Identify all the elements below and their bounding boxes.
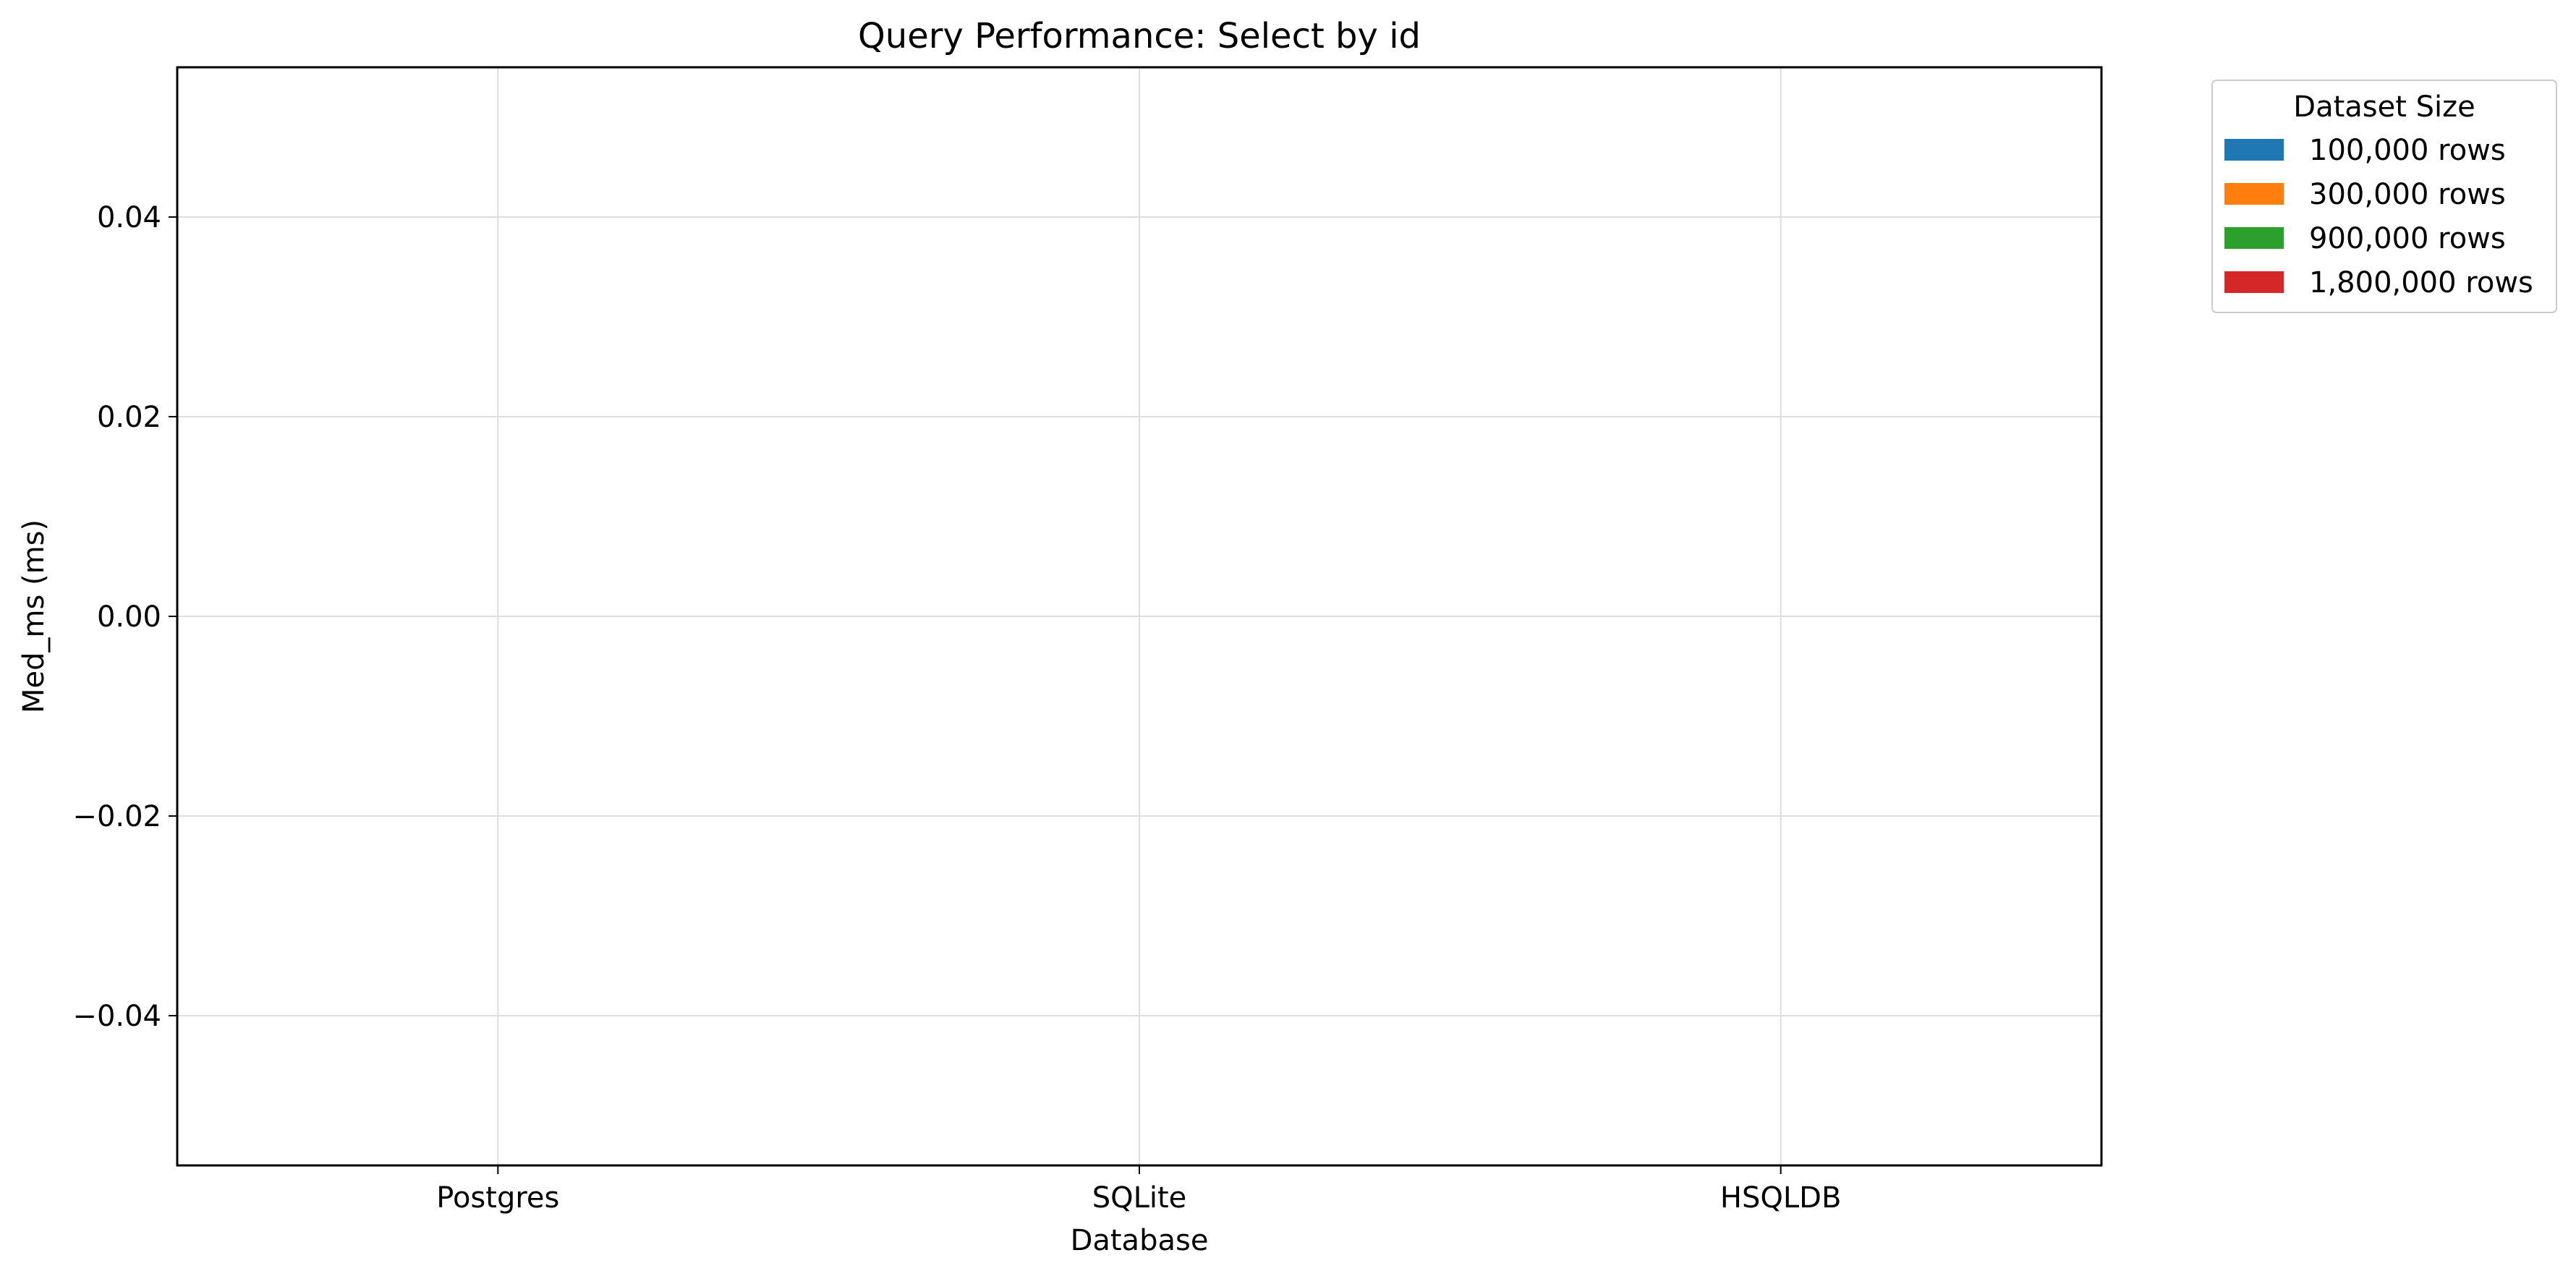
x-tick-label: Postgres xyxy=(436,1181,559,1215)
y-tick-label: 0.00 xyxy=(97,600,161,634)
legend-box xyxy=(2211,80,2557,313)
y-axis-label: Med_ms (ms) xyxy=(17,519,51,713)
legend-label: 300,000 rows xyxy=(2309,178,2506,211)
legend: Dataset Size 100,000 rows 300,000 rows 900… xyxy=(2211,80,2557,313)
chart-title: Query Performance: Select by id xyxy=(858,16,1421,56)
x-axis-label: Database xyxy=(1071,1224,1209,1257)
y-tick-label: 0.04 xyxy=(97,201,161,234)
grid xyxy=(177,67,2101,1165)
legend-swatch xyxy=(2224,227,2284,249)
x-tick-label: SQLite xyxy=(1092,1181,1187,1215)
legend-title: Dataset Size xyxy=(2293,90,2475,124)
y-tick-label: −0.02 xyxy=(72,800,161,833)
x-axis-ticks: Postgres SQLite HSQLDB xyxy=(436,1165,1841,1215)
y-tick-label: 0.02 xyxy=(97,401,161,434)
legend-swatch xyxy=(2224,271,2284,293)
legend-swatch xyxy=(2224,183,2284,205)
legend-items: 100,000 rows 300,000 rows 900,000 rows 1,80… xyxy=(2224,134,2533,299)
y-tick-label: −0.04 xyxy=(72,1000,161,1033)
legend-label: 1,800,000 rows xyxy=(2309,266,2533,299)
legend-swatch xyxy=(2224,139,2284,161)
legend-label: 100,000 rows xyxy=(2309,134,2506,167)
legend-label: 900,000 rows xyxy=(2309,222,2506,255)
x-tick-label: HSQLDB xyxy=(1720,1181,1841,1215)
y-axis-ticks: 0.04 0.02 0.00 −0.02 −0.04 xyxy=(72,201,177,1033)
